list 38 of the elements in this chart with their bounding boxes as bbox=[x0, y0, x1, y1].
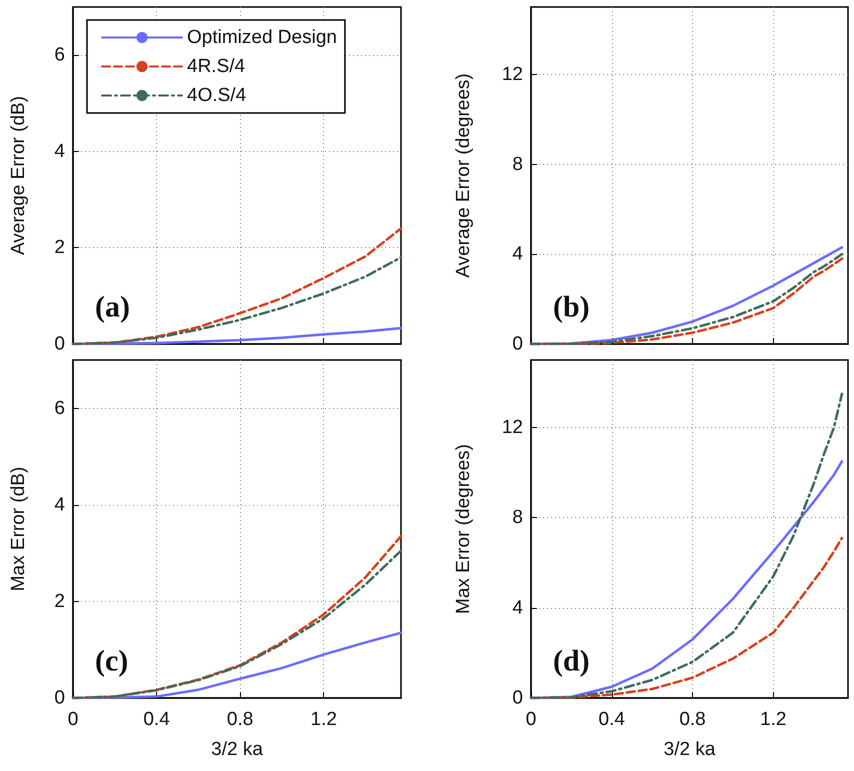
y-tick-label: 4 bbox=[54, 140, 66, 162]
y-axis-title: Average Error (degrees) bbox=[453, 73, 474, 278]
y-tick-label: 2 bbox=[54, 237, 65, 258]
x-axis-title: 3/2 ka bbox=[211, 739, 264, 760]
y-tick-label: 6 bbox=[54, 44, 65, 66]
y-tick-label: 0 bbox=[512, 688, 523, 708]
annotation: (b) bbox=[553, 290, 590, 324]
y-tick-label: 4 bbox=[54, 494, 66, 516]
line-series bbox=[530, 392, 844, 700]
y-tick-label: 12 bbox=[502, 64, 523, 85]
legend-label: Optimized Design bbox=[187, 27, 337, 48]
x-tick-label: 0.4 bbox=[143, 709, 170, 730]
x-tick-label: 0.8 bbox=[679, 709, 706, 730]
y-tick-label: 12 bbox=[502, 417, 523, 438]
y-tick-label: 8 bbox=[512, 154, 523, 175]
y-tick-label: 2 bbox=[54, 590, 65, 612]
y-axis-title: Average Error (dB) bbox=[8, 96, 29, 256]
y-tick-label: 0 bbox=[54, 688, 65, 708]
annotation: (c) bbox=[95, 644, 128, 678]
y-tick-label: 0 bbox=[54, 334, 65, 354]
y-tick-label: 0 bbox=[512, 334, 523, 354]
x-tick-label: 0 bbox=[526, 709, 536, 730]
x-tick-label: 1.2 bbox=[760, 709, 787, 730]
y-tick-label: 8 bbox=[512, 507, 523, 528]
y-tick-label: 4 bbox=[512, 597, 524, 618]
x-tick-label: 0 bbox=[68, 709, 78, 730]
x-tick-label: 1.2 bbox=[310, 709, 337, 730]
y-axis-title: Max Error (degrees) bbox=[453, 444, 474, 614]
x-tick-label: 0.8 bbox=[226, 709, 254, 730]
annotation: (d) bbox=[553, 644, 590, 678]
y-tick-label: 4 bbox=[512, 244, 524, 265]
x-axis-title: 3/2 ka bbox=[664, 739, 716, 760]
legend-label: 4O.S/4 bbox=[187, 85, 247, 106]
y-axis-title: Max Error (dB) bbox=[8, 466, 29, 592]
legend-label: 4R.S/4 bbox=[187, 56, 246, 77]
annotation: (a) bbox=[95, 290, 130, 324]
x-tick-label: 0.4 bbox=[598, 709, 626, 730]
y-tick-label: 6 bbox=[54, 398, 65, 419]
